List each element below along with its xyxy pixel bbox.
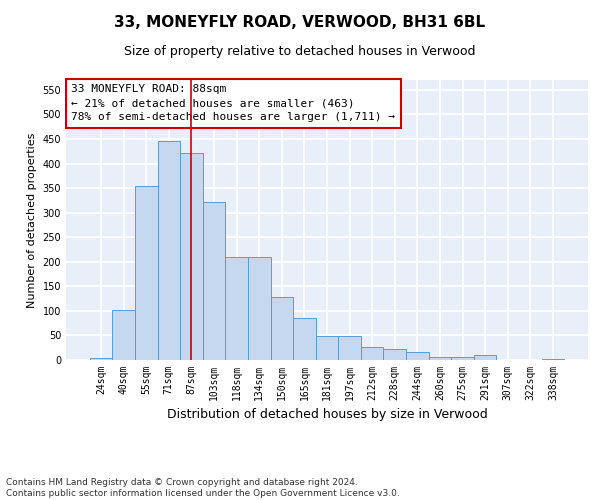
- Bar: [383, 349, 406, 360]
- Bar: [135, 186, 158, 360]
- Bar: [203, 202, 226, 360]
- Bar: [158, 142, 180, 360]
- X-axis label: Distribution of detached houses by size in Verwood: Distribution of detached houses by size …: [167, 408, 487, 422]
- Text: 33, MONEYFLY ROAD, VERWOOD, BH31 6BL: 33, MONEYFLY ROAD, VERWOOD, BH31 6BL: [115, 15, 485, 30]
- Bar: [542, 359, 564, 360]
- Bar: [248, 257, 271, 360]
- Bar: [474, 355, 496, 360]
- Bar: [316, 336, 338, 360]
- Text: Size of property relative to detached houses in Verwood: Size of property relative to detached ho…: [124, 45, 476, 58]
- Bar: [271, 297, 293, 360]
- Bar: [428, 357, 451, 360]
- Bar: [361, 346, 383, 360]
- Text: Contains HM Land Registry data © Crown copyright and database right 2024.
Contai: Contains HM Land Registry data © Crown c…: [6, 478, 400, 498]
- Y-axis label: Number of detached properties: Number of detached properties: [27, 132, 37, 308]
- Bar: [338, 336, 361, 360]
- Bar: [90, 358, 112, 360]
- Bar: [180, 152, 203, 360]
- Bar: [451, 357, 474, 360]
- Bar: [293, 318, 316, 360]
- Text: 33 MONEYFLY ROAD: 88sqm
← 21% of detached houses are smaller (463)
78% of semi-d: 33 MONEYFLY ROAD: 88sqm ← 21% of detache…: [71, 84, 395, 122]
- Bar: [406, 352, 428, 360]
- Bar: [112, 310, 135, 360]
- Bar: [226, 257, 248, 360]
